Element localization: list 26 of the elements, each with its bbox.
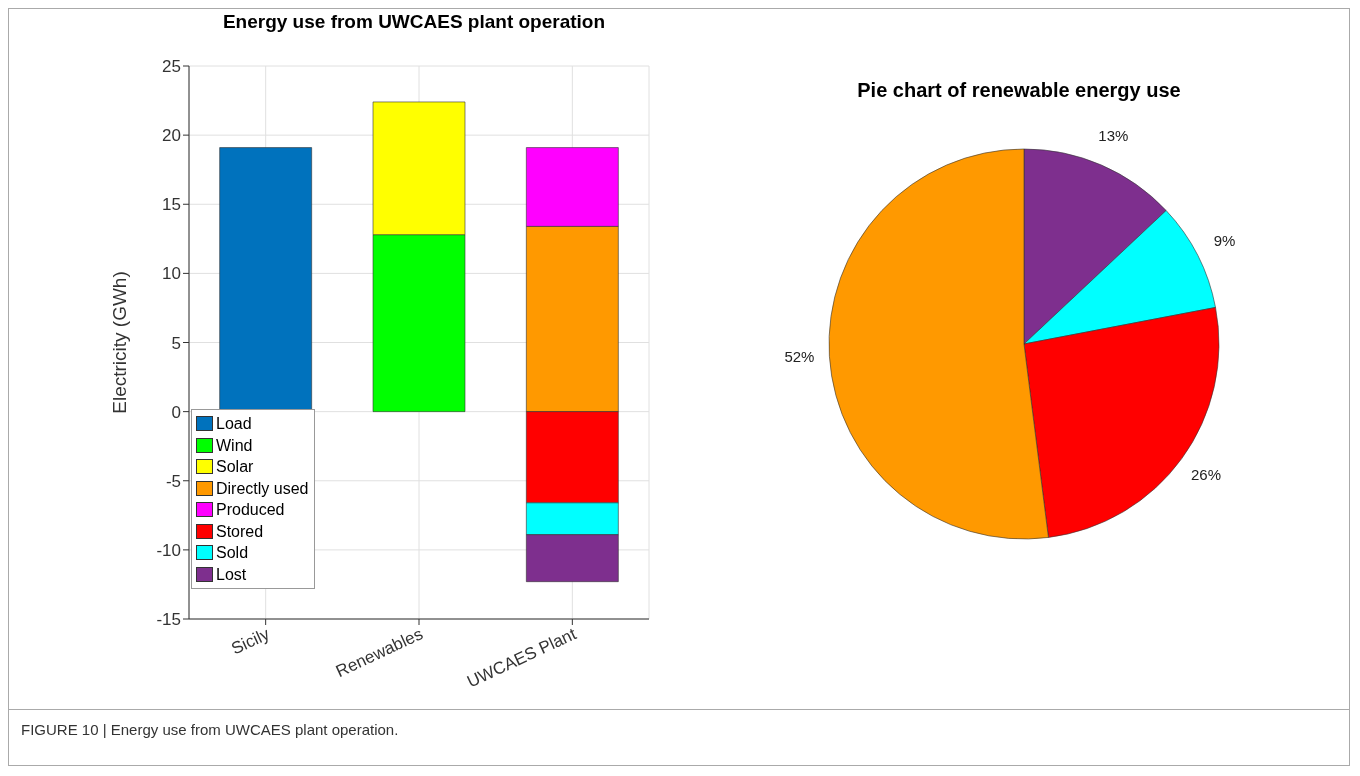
y-axis-title: Electricity (GWh) [108,271,130,414]
y-tick-label: 25 [162,57,181,77]
data-label: 9% [1213,231,1236,249]
legend-label: Wind [216,435,253,456]
chart-title: Energy use from UWCAES plant operation [221,11,607,33]
y-tick-label: 15 [162,195,181,215]
chart-title: Pie chart of renewable energy use [856,79,1182,102]
legend-label: Produced [216,500,285,520]
y-tick-label: 0 [171,402,181,422]
data-label: 26% [1191,466,1222,484]
y-tick-label: 10 [162,264,181,284]
x-tick-label: Sicily [228,624,273,659]
y-tick-label: 5 [171,333,181,353]
data-label: 13% [1098,127,1129,145]
y-tick-label: -10 [156,540,181,560]
legend-label: Lost [216,564,247,585]
y-tick-label: -5 [165,471,181,491]
legend-label: Solar [216,457,254,477]
caption: FIGURE 10 | Energy use from UWCAES plant operation. [21,721,399,738]
y-tick-label: 20 [162,126,181,146]
legend-label: Sold [216,543,249,563]
y-tick-label: -15 [156,610,181,630]
legend-label: Directly used [216,478,309,499]
data-label: 52% [784,348,815,366]
legend-label: Load [216,414,252,434]
legend-label: Stored [216,521,264,542]
